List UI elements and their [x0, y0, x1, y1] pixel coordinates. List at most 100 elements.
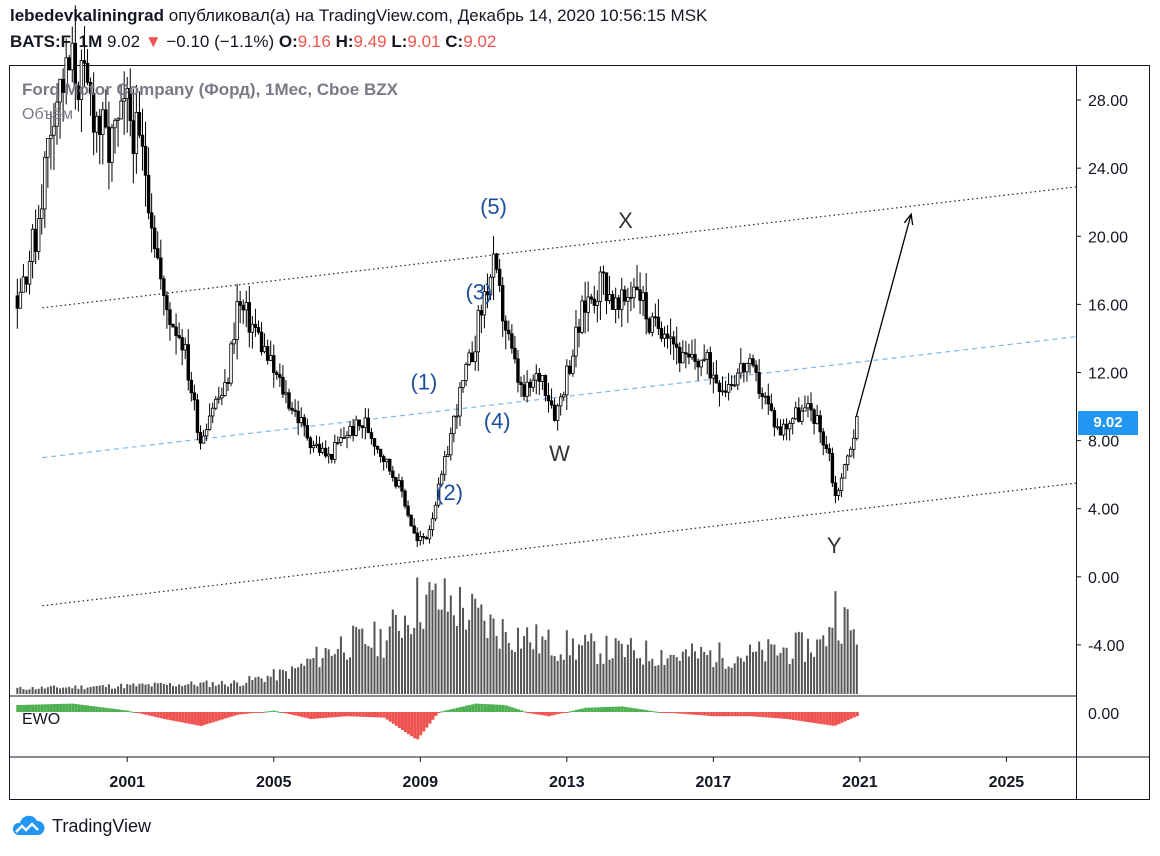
ewo-bar [828, 712, 832, 726]
ewo-bar [251, 712, 255, 714]
ewo-bar [92, 706, 96, 712]
ewo-bar [468, 705, 472, 712]
ewo-bar [391, 712, 395, 724]
candle-body [430, 518, 435, 531]
volume-bar [822, 635, 825, 694]
volume-bar [831, 627, 834, 694]
ewo-bar [770, 712, 774, 718]
volume-bar [605, 635, 608, 694]
ewo-bar [147, 712, 151, 716]
volume-bar [797, 631, 800, 694]
ewo-bar [779, 712, 783, 719]
ewo-bar [416, 712, 420, 740]
price-change: −0.10 (−1.1%) [166, 32, 275, 51]
price-axis[interactable] [1076, 65, 1150, 800]
candle-body [156, 248, 160, 259]
ewo-bar [138, 712, 142, 714]
y-tick-label: 8.00 [1088, 434, 1119, 451]
author-name[interactable]: lebedevkaliningrad [10, 6, 164, 25]
ewo-bar [266, 711, 270, 713]
volume-bar [806, 638, 809, 694]
candle-body [803, 407, 807, 412]
volume-bar [565, 630, 568, 694]
volume-bar [761, 649, 764, 694]
candle-body [320, 447, 325, 453]
ewo-bar [288, 712, 292, 715]
volume-legend: Объём [22, 106, 73, 123]
volume-bar [251, 680, 254, 694]
ewo-bar [107, 708, 111, 712]
candle-body [330, 453, 334, 460]
candle-body [265, 346, 270, 361]
ewo-bar [709, 712, 713, 716]
low-value: 9.01 [407, 32, 441, 51]
volume-bar [168, 683, 171, 694]
volume-bar [810, 652, 813, 694]
volume-bar [294, 668, 297, 694]
volume-bar [574, 659, 577, 694]
candle-body [204, 429, 209, 437]
ewo-bar [74, 703, 78, 712]
candle-body [336, 441, 340, 444]
candle-body [580, 300, 584, 333]
volume-bar [617, 640, 620, 694]
volume-bar [526, 627, 529, 694]
last-price: 9.02 [106, 32, 141, 51]
volume-bar [745, 655, 748, 694]
volume-bar [46, 687, 49, 694]
volume-bar [474, 598, 477, 694]
volume-bar [434, 583, 437, 694]
volume-bar [504, 632, 507, 694]
candle-body [528, 381, 532, 388]
volume-bar [275, 680, 278, 694]
ewo-bar [617, 706, 621, 712]
volume-bar [59, 688, 62, 694]
candle-body [348, 425, 352, 436]
volume-bar [266, 675, 269, 694]
volume-bar [407, 625, 410, 694]
ewo-bar [284, 712, 288, 714]
volume-bar [367, 645, 370, 694]
candle-body [449, 433, 453, 456]
volume-bar [101, 685, 104, 694]
volume-bar [361, 628, 364, 694]
ewo-bar [764, 712, 768, 718]
candle-body [501, 285, 505, 322]
volume-bar [608, 659, 611, 694]
y-tick-label: 12.00 [1088, 365, 1128, 382]
volume-bar [556, 660, 559, 694]
volume-bar [110, 688, 113, 694]
ewo-bar [672, 712, 676, 714]
ewo-bar [596, 707, 600, 712]
ewo-bar [422, 712, 426, 732]
candle-body [479, 310, 484, 316]
candle-body [815, 415, 819, 424]
volume-bar [629, 638, 632, 694]
candle-body [165, 295, 169, 311]
tradingview-logo[interactable]: TradingView [10, 815, 151, 837]
chart-pane[interactable] [9, 65, 1077, 800]
ewo-bar [40, 704, 44, 712]
ewo-bar [516, 709, 520, 712]
candle-body [458, 387, 462, 417]
volume-bar [391, 609, 394, 694]
candle-body [113, 119, 117, 129]
candle-body [659, 328, 664, 339]
volume-bar [233, 680, 236, 694]
candle-body [467, 352, 471, 365]
ewo-bar [504, 705, 508, 712]
volume-bar [794, 632, 797, 694]
ewo-bar [156, 712, 160, 718]
volume-bar [321, 657, 324, 694]
candle-body [827, 448, 832, 454]
candle-body [143, 145, 148, 176]
candle-body [229, 343, 233, 384]
volume-bar [86, 687, 89, 694]
candle-body [507, 329, 511, 335]
candle-body [46, 138, 50, 158]
candle-body [748, 358, 752, 364]
volume-bar [672, 654, 675, 694]
volume-bar [462, 607, 465, 694]
candle-body [223, 382, 227, 396]
ewo-bar [599, 707, 603, 712]
